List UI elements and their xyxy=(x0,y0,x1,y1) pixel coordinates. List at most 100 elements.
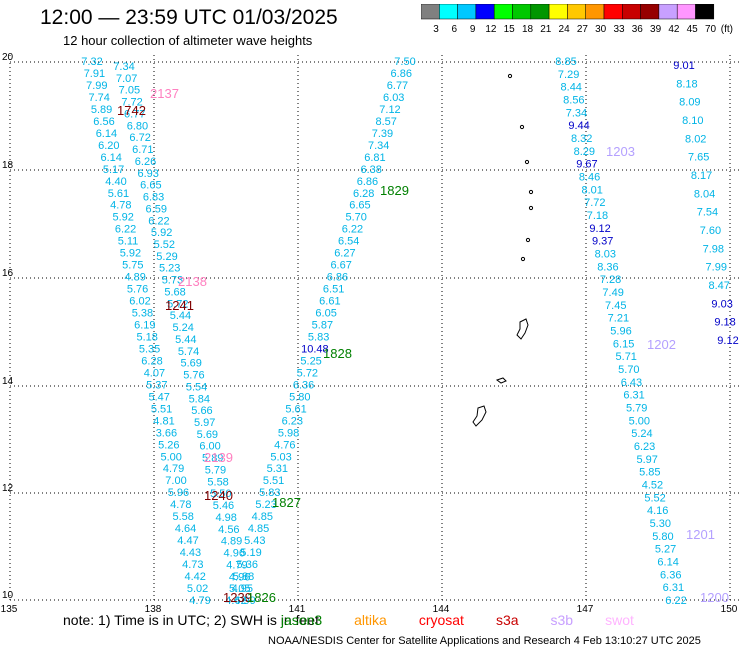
wave-height-value: 4.95 xyxy=(232,583,253,595)
wave-height-value: 5.36 xyxy=(237,559,258,571)
wave-height-value: 5.02 xyxy=(187,583,208,595)
scale-swatch xyxy=(548,4,568,20)
wave-height-value: 6.38 xyxy=(360,164,381,176)
wave-height-value: 7.00 xyxy=(165,475,186,487)
wave-height-value: 5.31 xyxy=(267,463,288,475)
track-time-label: 1201 xyxy=(686,527,715,542)
track-time-label: 2138 xyxy=(178,274,207,289)
wave-height-value: 5.52 xyxy=(154,239,175,251)
track-time-label: 1826 xyxy=(247,590,276,605)
wave-height-value: 5.24 xyxy=(172,322,193,334)
wave-height-value: 7.60 xyxy=(700,225,721,237)
wave-height-value: 4.79 xyxy=(226,559,247,571)
island-outline xyxy=(520,256,526,262)
wave-height-value: 6.03 xyxy=(383,92,404,104)
scale-swatch xyxy=(439,4,458,20)
wave-height-value: 6.71 xyxy=(132,144,153,156)
wave-height-value: 6.23 xyxy=(282,415,303,427)
track-time-label: 1240 xyxy=(204,488,233,503)
wave-height-value: 5.27 xyxy=(655,544,676,556)
lat-label: 14 xyxy=(2,376,14,387)
wave-height-value: 5.80 xyxy=(289,391,310,403)
wave-height-value: 6.14 xyxy=(657,557,678,569)
lon-label: 144 xyxy=(433,604,450,615)
island-outline xyxy=(524,159,530,165)
wave-height-value: 6.81 xyxy=(364,152,385,164)
note-text: note: 1) Time is in UTC; 2) SWH is in fe… xyxy=(63,612,319,628)
island-outline xyxy=(507,73,513,79)
track-time-label: 2137 xyxy=(150,86,179,101)
lat-label: 20 xyxy=(2,52,14,63)
wave-height-value: 7.29 xyxy=(558,69,579,81)
wave-height-value: 5.92 xyxy=(120,248,141,260)
wave-height-value: 5.97 xyxy=(194,417,215,429)
lon-label: 135 xyxy=(1,604,18,615)
wave-height-value: 4.43 xyxy=(180,547,201,559)
scale-tick: 18 xyxy=(522,24,534,35)
wave-height-value: 5.66 xyxy=(191,405,212,417)
scale-tick: 70 xyxy=(705,24,717,35)
wave-height-value: 5.70 xyxy=(618,364,639,376)
wave-height-value: 5.26 xyxy=(158,439,179,451)
island-outline xyxy=(528,205,534,211)
wave-height-value: 6.22 xyxy=(342,224,363,236)
wave-height-value: 8.46 xyxy=(579,172,600,184)
wave-height-value: 7.21 xyxy=(608,313,629,325)
wave-height-value: 7.34 xyxy=(566,107,587,119)
scale-swatch xyxy=(585,4,605,20)
wave-height-value: 5.58 xyxy=(207,476,228,488)
scale-tick: 27 xyxy=(577,24,589,35)
wave-height-value: 8.18 xyxy=(676,78,697,90)
scale-swatch xyxy=(603,4,623,20)
wave-height-value: 6.14 xyxy=(96,128,117,140)
wave-height-value: 5.74 xyxy=(178,346,199,358)
scale-tick: 24 xyxy=(559,24,571,35)
track-time-label: 1202 xyxy=(647,337,676,352)
wave-height-value: 6.31 xyxy=(623,390,644,402)
track-time-label: 1203 xyxy=(606,144,635,159)
wave-height-value: 4.42 xyxy=(184,571,205,583)
wave-height-value: 8.02 xyxy=(685,133,706,145)
wave-height-value: 6.83 xyxy=(143,192,164,204)
wave-height-value: 6.19 xyxy=(134,320,155,332)
page-subtitle: 12 hour collection of altimeter wave hei… xyxy=(63,33,313,48)
wave-height-value: 5.51 xyxy=(263,475,284,487)
wave-height-value: 5.72 xyxy=(297,367,318,379)
wave-tracks: 7.327.917.997.745.896.566.146.206.145.17… xyxy=(81,56,738,607)
wave-height-value: 7.39 xyxy=(372,128,393,140)
scale-swatch xyxy=(695,4,715,20)
wave-height-value: 7.72 xyxy=(584,197,605,209)
wave-height-value: 5.92 xyxy=(112,212,133,224)
satellite-legend-s3b: s3b xyxy=(550,612,574,628)
wave-height-value: 6.28 xyxy=(353,188,374,200)
wave-height-value: 9.12 xyxy=(717,335,738,347)
wave-height-value: 6.65 xyxy=(349,200,370,212)
wave-height-value: 5.89 xyxy=(91,104,112,116)
wave-height-value: 4.79 xyxy=(163,463,184,475)
wave-height-value: 7.99 xyxy=(706,262,727,274)
wave-height-value: 8.10 xyxy=(682,115,703,127)
track-time-label: 1828 xyxy=(323,346,352,361)
wave-height-value: 5.84 xyxy=(189,393,210,405)
satellite-legend-jason3: jason3 xyxy=(280,612,323,628)
wave-height-value: 8.04 xyxy=(694,188,715,200)
wave-height-value: 6.22 xyxy=(665,595,686,607)
wave-height-value: 4.85 xyxy=(252,511,273,523)
wave-height-value: 6.23 xyxy=(634,441,655,453)
wave-height-value: 4.81 xyxy=(153,415,174,427)
wave-height-value: 5.79 xyxy=(205,464,226,476)
wave-height-value: 6.22 xyxy=(115,224,136,236)
wave-height-value: 5.52 xyxy=(644,492,665,504)
wave-height-value: 4.62 xyxy=(225,595,246,607)
wave-height-value: 4.96 xyxy=(229,571,250,583)
scale-tick: 21 xyxy=(540,24,552,35)
wave-height-value: 5.68 xyxy=(164,286,185,298)
wave-height-value: 6.05 xyxy=(315,308,336,320)
wave-height-value: 5.75 xyxy=(122,260,143,272)
wave-height-value: 5.38 xyxy=(132,308,153,320)
wave-height-value: 5.46 xyxy=(213,500,234,512)
wave-height-value: 7.34 xyxy=(113,61,134,73)
wave-height-value: 9.03 xyxy=(711,298,732,310)
wave-height-value: 5.54 xyxy=(186,381,207,393)
wave-height-value: 6.67 xyxy=(330,260,351,272)
